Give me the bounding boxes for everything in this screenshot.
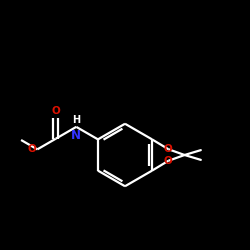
Text: O: O: [27, 144, 36, 154]
Text: O: O: [51, 106, 60, 116]
Text: O: O: [164, 156, 173, 166]
Text: O: O: [164, 144, 173, 154]
Text: H: H: [72, 115, 80, 125]
Text: N: N: [71, 129, 81, 142]
